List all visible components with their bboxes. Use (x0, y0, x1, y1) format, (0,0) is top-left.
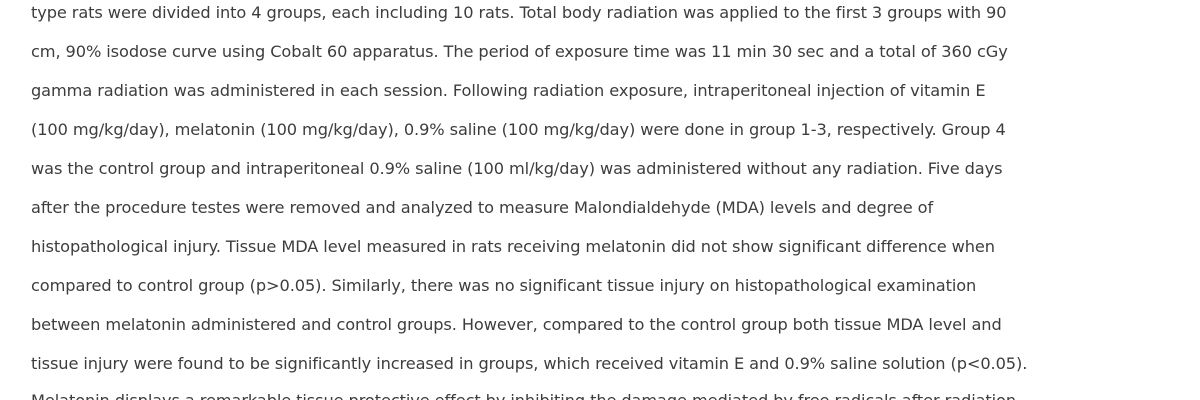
text-line: Melatonin displays a remarkable tissue p… (31, 389, 1016, 400)
text-line: cm, 90% isodose curve using Cobalt 60 ap… (31, 42, 1008, 61)
text-line: histopathological injury. Tissue MDA lev… (31, 237, 995, 256)
text-line: type rats were divided into 4 groups, ea… (31, 3, 1007, 22)
text-line: tissue injury were found to be significa… (31, 354, 1028, 373)
text-line: gamma radiation was administered in each… (31, 81, 986, 100)
text-line: between melatonin administered and contr… (31, 315, 1002, 334)
text-line: (100 mg/kg/day), melatonin (100 mg/kg/da… (31, 120, 1006, 139)
text-line: was the control group and intraperitonea… (31, 159, 1003, 178)
text-line: compared to control group (p>0.05). Simi… (31, 276, 977, 295)
text-line: after the procedure testes were removed … (31, 198, 934, 217)
